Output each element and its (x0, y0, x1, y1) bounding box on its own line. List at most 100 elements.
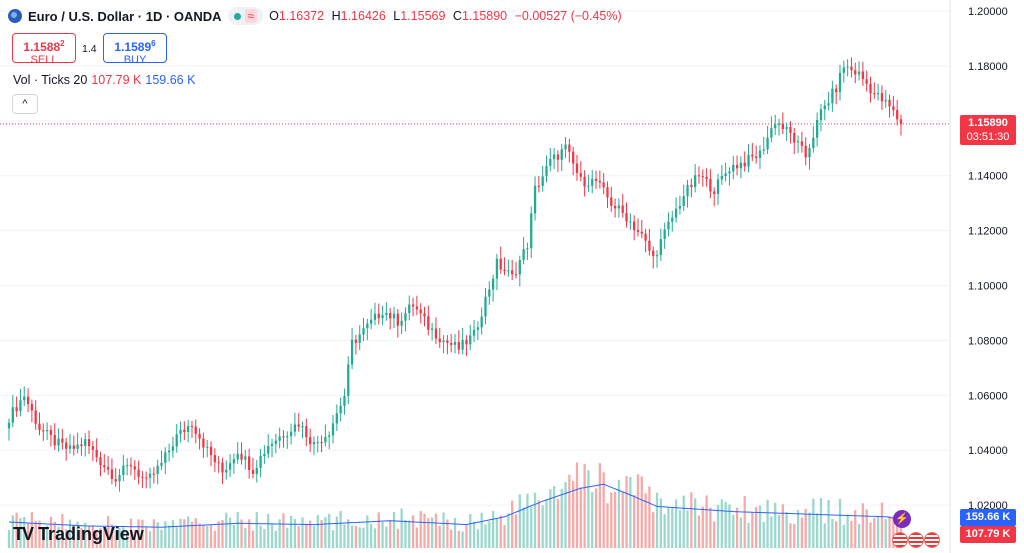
volume-bar (11, 515, 14, 548)
candle-body (682, 196, 685, 206)
volume-bar (381, 522, 384, 548)
price-change: −0.00527 (−0.45%) (514, 9, 622, 23)
lightning-icon[interactable]: ⚡ (893, 510, 911, 528)
volume-bar (613, 492, 617, 548)
volume-bar (427, 518, 430, 548)
last-price-label: 1.15890 03:51:30 (960, 115, 1016, 145)
candle-body (876, 93, 880, 95)
candle-body (190, 426, 194, 428)
volume-bar (812, 498, 815, 548)
volume-bar (831, 518, 834, 548)
volume-bar (472, 521, 476, 548)
volume-bar (888, 515, 891, 548)
volume-bar (545, 499, 548, 548)
volume-bar (19, 518, 22, 548)
candle-body (808, 148, 811, 158)
volume-bar (171, 520, 175, 548)
candle-body (419, 309, 422, 314)
candle-body (270, 443, 274, 446)
us-flag-icon[interactable] (892, 532, 908, 548)
volume-bar (648, 486, 651, 548)
volume-bar (91, 526, 95, 548)
volume-legend[interactable]: Vol · Ticks 20 107.79 K 159.66 K (13, 73, 196, 87)
candle-body (61, 438, 64, 443)
candle-body (248, 456, 251, 470)
volume-bar (23, 516, 26, 548)
candle-body (640, 231, 643, 234)
candle-body (126, 464, 129, 466)
volume-bar (835, 521, 838, 548)
volume-bar (827, 500, 830, 548)
candle-body (755, 156, 758, 158)
candle-body (720, 176, 723, 180)
volume-bar (526, 493, 529, 548)
volume-bar (225, 512, 228, 548)
economic-events[interactable] (892, 532, 940, 548)
volume-bar (114, 530, 117, 548)
volume-bar (297, 526, 300, 548)
us-flag-icon[interactable] (908, 532, 924, 548)
volume-bar (179, 518, 182, 548)
symbol-title[interactable]: Euro / U.S. Dollar · 1D · OANDA (28, 8, 222, 24)
candle-body (701, 176, 704, 178)
volume-bar (206, 525, 209, 548)
volume-bar (103, 528, 106, 548)
us-flag-icon[interactable] (924, 532, 940, 548)
volume-bar (385, 526, 388, 548)
volume-bar (190, 521, 194, 548)
volume-bar (156, 522, 159, 548)
candle-body (19, 400, 22, 412)
candle-body (739, 162, 743, 169)
volume-bar (72, 525, 75, 548)
volume-bar (141, 519, 144, 548)
candle-body (225, 469, 228, 473)
volume-bar (244, 528, 247, 548)
tradingview-logo[interactable]: TV TradingView (13, 524, 144, 544)
volume-bar (850, 520, 853, 548)
volume-bar (400, 508, 403, 548)
volume-bar (804, 508, 807, 548)
volume-bar (815, 513, 819, 548)
candle-body (892, 106, 895, 111)
candle-body (42, 430, 45, 432)
candle-body (202, 438, 205, 448)
volume-bar (129, 518, 133, 548)
volume-bar (270, 523, 274, 548)
candle-body (899, 119, 903, 124)
candle-body (652, 250, 655, 257)
candle-body (602, 182, 605, 188)
volume-bar (240, 519, 243, 548)
candle-body (293, 424, 297, 432)
candle-body (819, 109, 823, 121)
candle-body (114, 479, 117, 482)
candle-body (606, 187, 609, 198)
volume-bar (884, 519, 887, 548)
candle-body (209, 446, 213, 456)
volume-bar (572, 481, 575, 548)
volume-bar (26, 523, 30, 548)
market-status-badge[interactable]: ≈ (227, 7, 264, 25)
volume-bar (774, 502, 777, 548)
volume-bar (87, 525, 91, 548)
volume-bar (411, 515, 415, 548)
volume-bar (377, 512, 380, 548)
volume-bar (522, 507, 525, 548)
candle-body (480, 316, 483, 328)
volume-bar (328, 513, 331, 548)
candle-body (831, 88, 834, 104)
collapse-legend-button[interactable]: ^ (12, 94, 38, 114)
candle-body (305, 426, 308, 438)
candle-body (404, 312, 407, 321)
volume-bar (549, 489, 552, 548)
sell-button[interactable]: 1.15882 SELL (12, 33, 76, 66)
market-open-dot-icon (233, 12, 241, 20)
candle-body (347, 364, 350, 396)
candle-body (286, 436, 289, 438)
candle-body (636, 230, 640, 232)
buy-button[interactable]: 1.15896 BUY (103, 33, 167, 66)
volume-bar (68, 519, 72, 548)
volume-bar (423, 513, 426, 548)
volume-bar (362, 527, 365, 548)
candle-body (72, 445, 75, 449)
